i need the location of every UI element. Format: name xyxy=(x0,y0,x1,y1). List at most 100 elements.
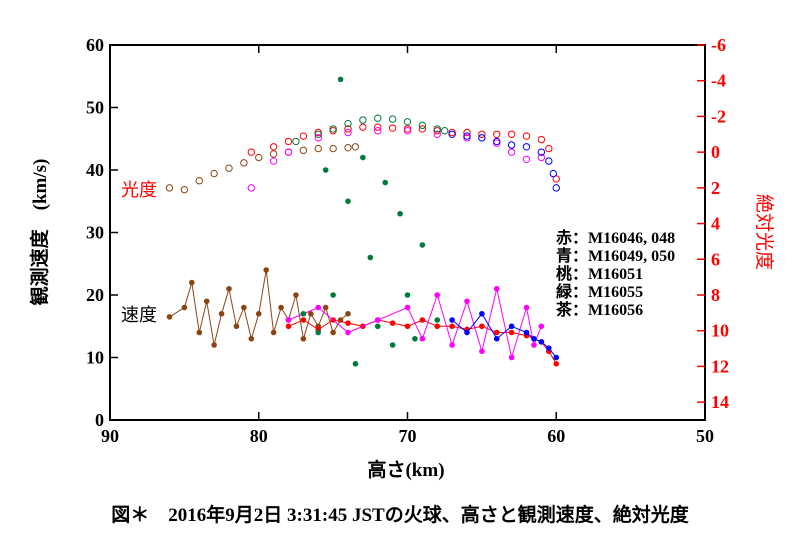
magnitude-point-pink xyxy=(403,127,412,135)
velocity-point-red xyxy=(285,323,292,330)
x-tick-label: 70 xyxy=(399,426,417,446)
annotation-magnitude: 光度 xyxy=(121,180,157,200)
magnitude-point-blue xyxy=(493,137,501,146)
velocity-point-brown xyxy=(248,335,255,342)
velocity-point-green xyxy=(404,292,411,298)
y-tick-label: 20 xyxy=(86,285,104,305)
velocity-point-green xyxy=(337,76,344,83)
magnitude-point-green xyxy=(388,115,397,123)
magnitude-point-green xyxy=(314,130,322,138)
magnitude-point-green xyxy=(292,137,300,146)
magnitude-point-brown xyxy=(165,184,174,192)
magnitude-point-brown xyxy=(299,146,308,155)
velocity-point-brown xyxy=(241,304,247,311)
y-right-tick-label: 10 xyxy=(711,321,729,341)
magnitude-point-red xyxy=(247,148,256,156)
velocity-point-pink xyxy=(404,304,411,311)
velocity-point-green xyxy=(419,242,426,248)
legend-line-pink: 桃：M16051 xyxy=(556,264,643,283)
magnitude-point-brown xyxy=(255,153,263,162)
velocity-point-green xyxy=(389,342,396,348)
velocity-point-brown xyxy=(189,279,195,286)
magnitude-point-blue xyxy=(478,134,486,142)
x-axis-label: 高さ(km) xyxy=(367,458,444,481)
magnitude-point-red xyxy=(463,128,471,137)
velocity-point-blue xyxy=(508,323,515,330)
velocity-point-brown xyxy=(233,323,240,330)
velocity-point-pink xyxy=(531,342,537,348)
x-tick-label: 50 xyxy=(696,426,714,446)
velocity-point-red xyxy=(479,323,485,330)
magnitude-point-red xyxy=(284,137,293,146)
y-right-tick-label: 6 xyxy=(711,249,720,269)
magnitude-point-blue xyxy=(522,143,531,151)
velocity-line-pink xyxy=(288,288,542,358)
velocity-point-pink xyxy=(479,348,485,355)
magnitude-point-green xyxy=(440,127,449,135)
velocity-point-blue xyxy=(479,310,485,317)
velocity-point-brown xyxy=(345,310,351,317)
velocity-point-blue xyxy=(493,335,500,342)
velocity-line-blue xyxy=(451,312,557,358)
magnitude-point-red xyxy=(269,143,278,151)
magnitude-point-blue xyxy=(463,132,471,140)
magnitude-point-brown xyxy=(225,164,233,172)
velocity-point-green xyxy=(360,154,366,161)
velocity-point-green xyxy=(382,179,388,186)
magnitude-point-blue xyxy=(545,157,553,165)
magnitude-point-red xyxy=(418,125,427,133)
velocity-point-pink xyxy=(523,304,530,311)
velocity-point-brown xyxy=(263,267,269,273)
y-right-tick-label: 14 xyxy=(711,392,729,412)
y-tick-label: 30 xyxy=(86,223,104,243)
velocity-point-blue xyxy=(553,354,560,361)
velocity-point-green xyxy=(352,360,359,367)
magnitude-point-brown xyxy=(195,177,203,185)
velocity-point-pink xyxy=(493,285,500,292)
velocity-point-green xyxy=(374,323,381,330)
magnitude-point-green xyxy=(344,119,352,128)
velocity-point-pink xyxy=(374,317,381,323)
magnitude-point-pink xyxy=(247,184,256,192)
velocity-point-pink xyxy=(285,317,292,323)
velocity-point-brown xyxy=(270,329,277,336)
x-tick-label: 90 xyxy=(101,426,119,446)
velocity-point-brown xyxy=(181,304,188,311)
velocity-point-brown xyxy=(322,304,329,311)
magnitude-point-red xyxy=(545,144,553,153)
magnitude-point-green xyxy=(403,118,412,126)
magnitude-point-brown xyxy=(269,150,278,158)
velocity-point-brown xyxy=(226,285,232,292)
velocity-point-red xyxy=(508,329,515,336)
velocity-point-green xyxy=(300,310,307,317)
velocity-point-red xyxy=(553,360,560,367)
velocity-point-red xyxy=(404,323,411,330)
magnitude-point-red xyxy=(344,125,352,133)
velocity-point-green xyxy=(322,167,329,173)
legend-line-blue: 青：M16049, 050 xyxy=(556,246,675,265)
velocity-point-brown xyxy=(308,310,314,317)
velocity-point-green xyxy=(367,254,374,261)
magnitude-point-green xyxy=(329,125,337,133)
magnitude-point-red xyxy=(299,132,308,140)
velocity-point-brown xyxy=(196,329,203,336)
velocity-point-green xyxy=(412,335,418,342)
magnitude-point-pink xyxy=(522,155,531,163)
velocity-point-blue xyxy=(523,329,530,336)
magnitude-point-pink xyxy=(269,157,278,165)
chart: 90 80 70 60 50010203040506014121086420-2-4-6… xyxy=(28,35,775,481)
legend: 赤：M16046, 048 青：M16049, 050 桃：M16051 緑：M… xyxy=(555,228,675,319)
magnitude-point-red xyxy=(522,132,531,140)
y-tick-label: 60 xyxy=(86,35,104,55)
magnitude-point-brown xyxy=(240,159,248,167)
velocity-point-brown xyxy=(300,335,307,342)
magnitude-point-brown xyxy=(329,144,337,153)
magnitude-point-brown xyxy=(344,143,352,152)
velocity-point-blue xyxy=(531,335,537,342)
magnitude-point-green xyxy=(418,121,427,130)
annotation-velocity: 速度 xyxy=(121,305,157,325)
magnitude-point-green xyxy=(433,125,441,133)
velocity-point-green xyxy=(330,292,336,298)
y-axis-label: 観測速度 (km/s) xyxy=(28,159,51,306)
magnitude-point-red xyxy=(537,135,546,144)
